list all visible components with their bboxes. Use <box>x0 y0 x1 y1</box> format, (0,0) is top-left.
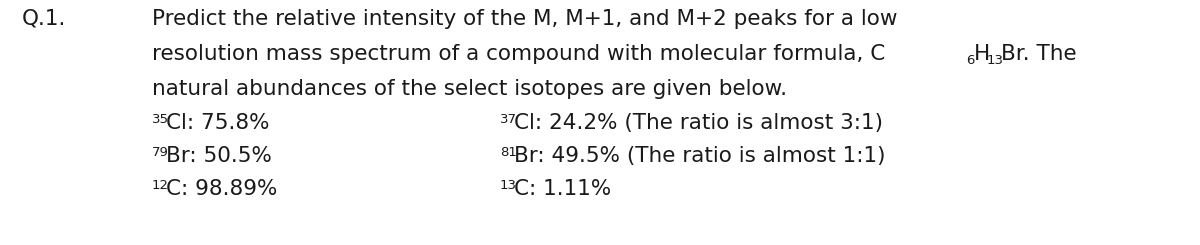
Text: Cl: 24.2% (The ratio is almost 3:1): Cl: 24.2% (The ratio is almost 3:1) <box>514 113 883 133</box>
Text: natural abundances of the select isotopes are given below.: natural abundances of the select isotope… <box>152 79 787 99</box>
Text: C: 1.11%: C: 1.11% <box>514 179 611 199</box>
Text: Br: 50.5%: Br: 50.5% <box>166 146 272 166</box>
Text: 79: 79 <box>152 146 169 159</box>
Text: 37: 37 <box>500 113 517 126</box>
Text: 6: 6 <box>966 54 974 67</box>
Text: 35: 35 <box>152 113 169 126</box>
Text: Br. The: Br. The <box>1001 44 1076 64</box>
Text: 13: 13 <box>500 179 517 192</box>
Text: Br: 49.5% (The ratio is almost 1:1): Br: 49.5% (The ratio is almost 1:1) <box>514 146 886 166</box>
Text: 13: 13 <box>986 54 1003 67</box>
Text: 12: 12 <box>152 179 169 192</box>
Text: Q.1.: Q.1. <box>22 9 66 29</box>
Text: 81: 81 <box>500 146 517 159</box>
Text: C: 98.89%: C: 98.89% <box>166 179 277 199</box>
Text: resolution mass spectrum of a compound with molecular formula, C: resolution mass spectrum of a compound w… <box>152 44 886 64</box>
Text: H: H <box>973 44 990 64</box>
Text: Predict the relative intensity of the M, M+1, and M+2 peaks for a low: Predict the relative intensity of the M,… <box>152 9 898 29</box>
Text: Cl: 75.8%: Cl: 75.8% <box>166 113 270 133</box>
